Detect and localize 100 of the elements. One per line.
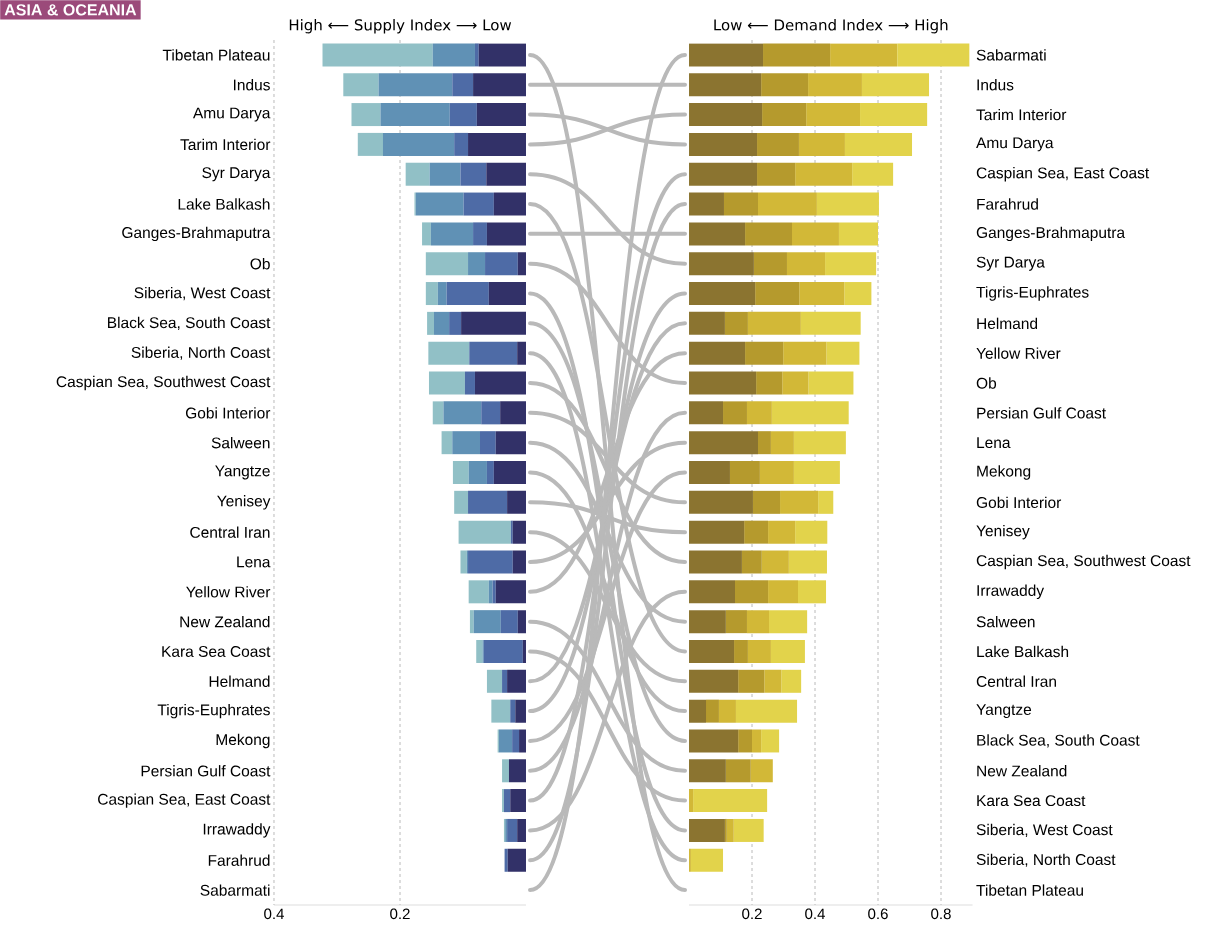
bar (746, 401, 772, 425)
y-tick-label: Siberia, West Coast (976, 823, 1113, 838)
bar (507, 848, 526, 872)
bar (818, 490, 834, 514)
bar (469, 341, 518, 365)
y-tick-label: Lake Balkash (977, 645, 1069, 658)
bar (724, 311, 748, 335)
bar (793, 431, 846, 455)
y-tick-label: Farahrud (208, 854, 270, 866)
y-tick-label: Siberia, West Coast (134, 286, 271, 301)
bar (415, 192, 464, 216)
bar (844, 282, 872, 306)
bar (689, 818, 725, 842)
bar (495, 431, 526, 455)
y-tick-label: Syr Darya (202, 167, 271, 182)
bar (454, 132, 469, 156)
y-tick-label: Central Iran (976, 675, 1056, 687)
bar (798, 580, 827, 604)
y-tick-label: Caspian Sea, East Coast (98, 793, 271, 808)
bar (357, 132, 383, 156)
y-tick-label: Kara Sea Coast (162, 645, 271, 657)
bar (428, 371, 465, 395)
bar (486, 461, 494, 485)
bar (468, 580, 489, 604)
bar (718, 699, 736, 723)
bar (378, 73, 453, 97)
bar (750, 759, 773, 783)
bar (452, 461, 469, 485)
bar (689, 371, 757, 395)
bar (380, 103, 450, 127)
bar (491, 699, 511, 723)
bar (690, 848, 724, 872)
bar (795, 520, 828, 544)
bar (689, 669, 739, 693)
bar (752, 729, 762, 753)
bar (741, 550, 762, 574)
bar (781, 669, 802, 693)
y-tick-label: Irrawaddy (203, 823, 271, 838)
y-tick-label: Sabarmati (976, 49, 1046, 61)
y-tick-label: Amu Darya (976, 137, 1054, 152)
bar (725, 759, 751, 783)
bar (770, 431, 794, 455)
bar (799, 282, 845, 306)
bar (507, 818, 518, 842)
bar (512, 729, 520, 753)
bar (478, 43, 526, 67)
y-tick-label: Black Sea, South Coast (108, 316, 271, 330)
bar (689, 759, 726, 783)
bar (460, 550, 467, 574)
y-tick-label: Sabarmati (200, 884, 270, 896)
y-tick-label: Indus (977, 79, 1014, 91)
bar (468, 461, 487, 485)
bar (782, 371, 809, 395)
y-tick-label: Lake Balkash (178, 198, 270, 210)
y-tick-label: Tarim Interior (180, 138, 271, 151)
bar (689, 192, 724, 216)
bar (474, 371, 526, 395)
bar (493, 192, 526, 216)
text: ASIA & OCEANIA (4, 4, 137, 16)
y-tick-label: Helmand (977, 317, 1038, 330)
x-tick-label: 0.4 (805, 908, 825, 920)
y-tick-label: Amu Darya (192, 107, 271, 122)
bar (689, 311, 725, 335)
x-axis-title: High ⟵ Supply Index ⟶ Low (289, 18, 512, 34)
bar (460, 162, 487, 186)
bar (752, 490, 781, 514)
bar (425, 282, 438, 306)
y-tick-label: Syr Darya (976, 256, 1045, 271)
bar (502, 759, 509, 783)
bar (735, 699, 798, 723)
bar (512, 550, 526, 574)
bar (468, 252, 486, 276)
y-tick-label: Yenisey (976, 524, 1030, 540)
bar (761, 729, 780, 753)
bar (757, 431, 771, 455)
bar (786, 252, 826, 276)
x-tick-label: 0.2 (742, 908, 762, 920)
bar (461, 311, 526, 335)
bar (729, 461, 760, 485)
bar (480, 431, 496, 455)
bar (761, 550, 789, 574)
bar (382, 132, 455, 156)
y-tick-label: Farahrud (977, 198, 1038, 210)
bar (753, 252, 787, 276)
y-tick-label: Yangtze (215, 465, 270, 480)
bar (769, 610, 808, 634)
bar (503, 789, 511, 813)
bar (689, 252, 754, 276)
bar (432, 43, 475, 67)
bar (689, 282, 756, 306)
bar (493, 461, 526, 485)
bar (757, 192, 817, 216)
bar (792, 222, 839, 246)
bar (768, 520, 796, 544)
y-tick-label: Siberia, North Coast (976, 853, 1116, 867)
bar (808, 371, 854, 395)
bar (689, 73, 762, 97)
y-tick-label: Salween (976, 615, 1035, 628)
bar (788, 550, 827, 574)
bar (474, 43, 479, 67)
